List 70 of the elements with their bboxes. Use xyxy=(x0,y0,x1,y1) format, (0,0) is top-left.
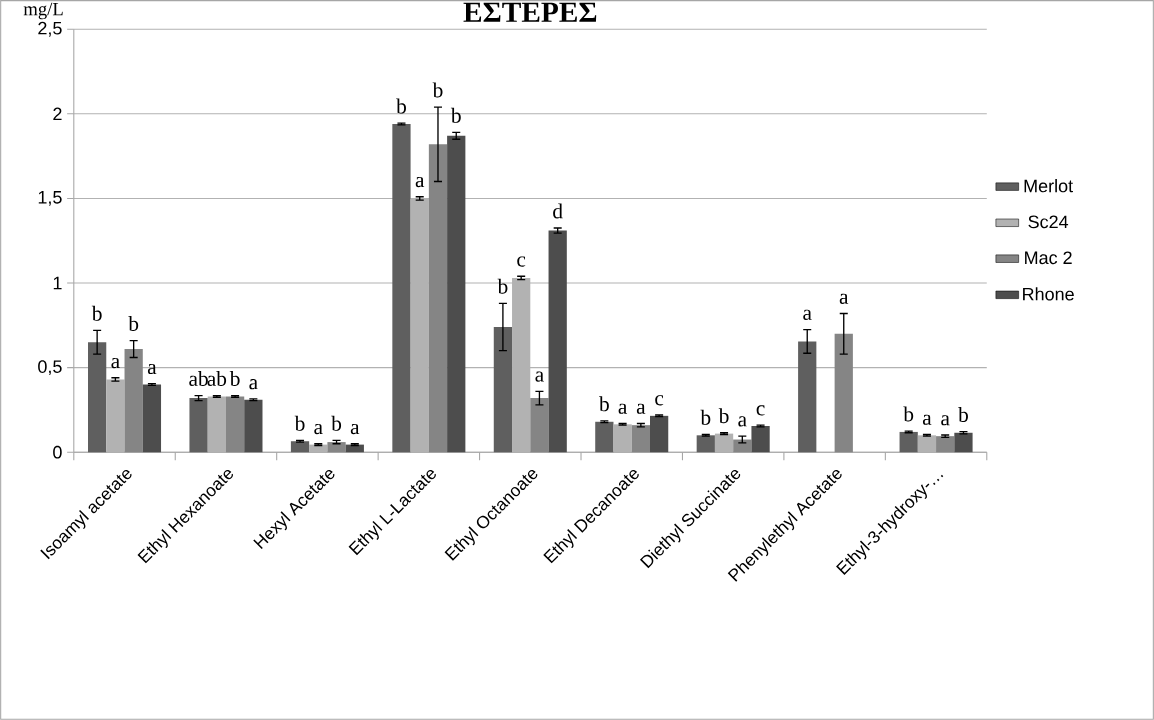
data-label: a xyxy=(314,423,323,435)
bar xyxy=(493,327,513,453)
data-label: b xyxy=(599,396,609,412)
data-label: d xyxy=(553,203,563,219)
data-label: a xyxy=(922,414,932,425)
y-tick-label: 1 xyxy=(53,276,62,290)
data-label: b xyxy=(294,415,305,431)
data-label: a xyxy=(535,371,544,382)
data-label: b xyxy=(497,278,508,294)
bar xyxy=(595,421,614,453)
data-label: b xyxy=(128,315,139,331)
data-label: ab xyxy=(207,370,227,386)
data-label: b xyxy=(903,406,914,422)
y-tick-label: 2,5 xyxy=(38,21,62,37)
data-label: a xyxy=(415,176,425,188)
bar xyxy=(244,399,263,453)
bar xyxy=(392,123,411,453)
data-label: a xyxy=(839,293,849,304)
legend-label: Rhone xyxy=(1023,287,1074,301)
bar xyxy=(124,349,143,453)
bar xyxy=(650,415,669,453)
bar xyxy=(936,436,955,453)
y-tick-label: 1,5 xyxy=(38,191,62,206)
data-label: a xyxy=(147,363,157,375)
bar xyxy=(751,426,770,453)
data-label: b xyxy=(718,408,729,424)
data-label: a xyxy=(738,416,747,427)
bar xyxy=(290,441,310,453)
bar xyxy=(798,341,817,453)
legend-label: Merlot xyxy=(1024,179,1073,193)
bar xyxy=(834,333,853,453)
bar xyxy=(631,425,650,453)
data-label: a xyxy=(618,403,628,414)
y-tick-label: 0 xyxy=(53,445,62,459)
data-label: a xyxy=(803,309,812,320)
bar xyxy=(189,398,208,453)
data-label: a xyxy=(350,423,360,435)
data-label: a xyxy=(111,357,120,369)
y-axis-title: mg/L xyxy=(23,2,63,20)
data-label: b xyxy=(331,415,342,431)
data-label: a xyxy=(249,379,258,390)
bar xyxy=(530,398,549,453)
y-tick-label: 0,5 xyxy=(38,360,62,376)
bar xyxy=(696,435,715,453)
data-label: b xyxy=(229,370,240,386)
bar xyxy=(548,230,567,453)
data-label: c xyxy=(655,395,664,406)
data-label: a xyxy=(636,403,646,414)
y-tick-label: 2 xyxy=(53,107,62,121)
data-label: b xyxy=(432,82,443,98)
legend-label: Sc24 xyxy=(1028,215,1069,229)
data-label: b xyxy=(450,107,461,123)
chart-title: ΕΣΤΕΡΕΣ xyxy=(463,2,597,22)
bar xyxy=(899,431,918,453)
data-label: ab xyxy=(189,370,208,386)
data-label: a xyxy=(941,415,950,426)
data-label: b xyxy=(396,98,406,114)
bar xyxy=(428,144,448,453)
bar xyxy=(142,384,162,453)
data-label: b xyxy=(91,305,102,321)
data-label: b xyxy=(700,409,711,425)
bar xyxy=(225,396,245,453)
data-label: c xyxy=(517,256,526,267)
bar xyxy=(954,432,973,453)
legend-label: Mac 2 xyxy=(1025,251,1072,265)
data-label: c xyxy=(756,405,765,416)
bar xyxy=(447,135,466,453)
data-label: b xyxy=(958,406,968,422)
bar xyxy=(327,442,346,453)
bar xyxy=(88,342,107,453)
